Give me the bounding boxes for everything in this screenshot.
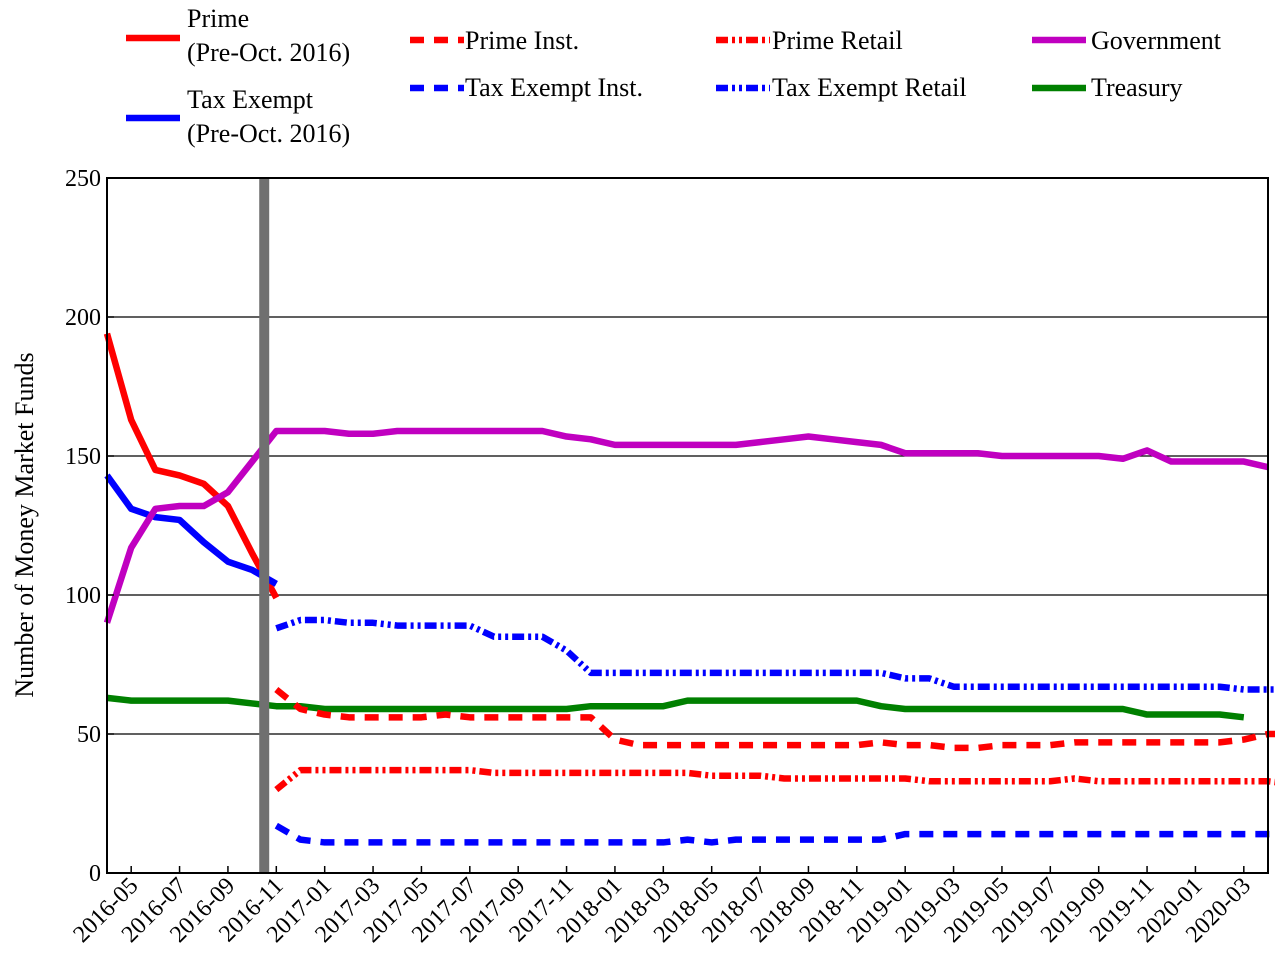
x-axis: 2016-052016-072016-092016-112017-012017-…	[68, 866, 1256, 948]
series-line-tax-exempt-inst	[274, 822, 1275, 846]
y-tick-label: 0	[89, 861, 101, 887]
series-line-tax-exempt-pre-oct	[104, 473, 278, 587]
y-tick-label: 50	[77, 722, 101, 748]
legend-label: Treasury	[1091, 73, 1182, 102]
series-line-prime-retail	[274, 766, 1275, 793]
series-line-tax-exempt-retail	[275, 616, 1275, 693]
series-line-treasury	[106, 694, 1245, 721]
legend-item: Prime Retail	[716, 26, 903, 55]
y-tick-label: 250	[65, 166, 101, 192]
series-lines	[103, 332, 1275, 846]
legend-item: Prime Inst.	[410, 26, 579, 55]
legend-label: Prime	[187, 4, 249, 33]
legend-item: Government	[1032, 26, 1222, 55]
legend-label: Prime Inst.	[465, 26, 579, 55]
legend-item: Prime (Pre-Oct. 2016)	[126, 4, 350, 67]
y-axis-label: Number of Money Market Funds	[10, 352, 39, 697]
legend-item: Treasury	[1032, 73, 1182, 102]
legend-label: Prime Retail	[772, 26, 903, 55]
legend-label: (Pre-Oct. 2016)	[187, 38, 350, 67]
legend-label: (Pre-Oct. 2016)	[187, 119, 350, 148]
legend-label: Tax Exempt Retail	[772, 73, 967, 102]
legend-label: Tax Exempt	[187, 85, 314, 114]
legend-label: Government	[1091, 26, 1222, 55]
legend: Prime (Pre-Oct. 2016) Tax Exempt (Pre-Oct. …	[126, 4, 1222, 148]
y-tick-label: 150	[65, 444, 101, 470]
y-axis: 0 50 100 150 200 250	[65, 166, 114, 887]
plot-frame	[106, 177, 1269, 874]
legend-item: Tax Exempt (Pre-Oct. 2016)	[126, 85, 350, 148]
legend-label: Tax Exempt Inst.	[465, 73, 643, 102]
y-tick-label: 100	[65, 583, 101, 609]
series-line-prime-pre-oct	[103, 332, 280, 600]
y-tick-label: 200	[65, 305, 101, 331]
series-line-government	[103, 427, 1269, 624]
legend-item: Tax Exempt Retail	[716, 73, 967, 102]
series-line-prime-inst	[274, 686, 1275, 752]
legend-item: Tax Exempt Inst.	[410, 73, 643, 102]
